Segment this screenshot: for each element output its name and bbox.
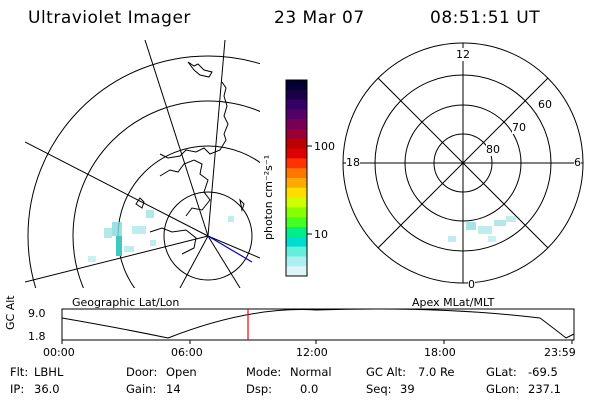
time-label: 08:51:51 UT bbox=[430, 8, 541, 28]
filter-value: LBHL bbox=[34, 365, 64, 379]
mlt-line-diag bbox=[377, 77, 549, 249]
dsp-value: 0.0 bbox=[300, 382, 319, 396]
altitude-ytick-bottom: 1.8 bbox=[28, 330, 46, 343]
mlat-label-60: 60 bbox=[538, 98, 552, 111]
seq-label: Seq: bbox=[366, 382, 392, 396]
colorbar-label-100: 100 bbox=[314, 140, 335, 153]
glon-value: 237.1 bbox=[528, 382, 561, 396]
colorbar-segment bbox=[286, 138, 307, 150]
coastline bbox=[135, 197, 145, 209]
apex-map-label: Apex MLat/MLT bbox=[412, 296, 495, 309]
colorbar-segment bbox=[286, 99, 307, 110]
filter-label: Flt: bbox=[10, 365, 29, 379]
gain-value: 14 bbox=[166, 382, 181, 396]
mlat-label-70: 70 bbox=[512, 121, 526, 134]
lat-circle bbox=[163, 191, 253, 281]
aurora-patches-geo bbox=[88, 210, 234, 262]
colorbar-segment bbox=[286, 256, 307, 267]
colorbar-segment bbox=[286, 266, 307, 277]
gain-label: Gain: bbox=[126, 382, 157, 396]
gc-alt-value: 7.0 Re bbox=[418, 365, 455, 379]
coastline bbox=[159, 81, 229, 159]
altitude-xtick: 18:00 bbox=[424, 346, 456, 359]
door-label: Door: bbox=[126, 365, 158, 379]
altitude-xtick: 00:00 bbox=[43, 346, 75, 359]
meridian-line bbox=[207, 235, 241, 288]
colorbar-segment bbox=[286, 129, 307, 140]
mlt-label-6: 6 bbox=[574, 156, 581, 169]
colorbar-segment bbox=[286, 109, 307, 120]
track-line bbox=[207, 235, 253, 263]
colorbar-segment bbox=[286, 217, 307, 228]
coastline bbox=[239, 198, 245, 212]
colorbar-segment bbox=[286, 207, 307, 218]
colorbar-segment bbox=[286, 119, 307, 130]
lat-circle bbox=[72, 100, 260, 288]
meridian-line bbox=[25, 141, 209, 237]
altitude-curve bbox=[61, 308, 575, 339]
gc-alt-label: GC Alt: bbox=[366, 365, 407, 379]
mlt-label-12: 12 bbox=[456, 48, 470, 61]
altitude-xtick: 06:00 bbox=[171, 346, 203, 359]
colorbar-segment bbox=[286, 89, 307, 101]
colorbar-segment bbox=[286, 246, 307, 257]
mode-value: Normal bbox=[290, 365, 332, 379]
ip-label: IP: bbox=[10, 382, 25, 396]
colorbar-segment bbox=[286, 148, 307, 159]
dsp-label: Dsp: bbox=[246, 382, 273, 396]
altitude-xtick: 23:59 bbox=[544, 346, 576, 359]
geo-map-label: Geographic Lat/Lon bbox=[72, 296, 180, 309]
colorbar-segment bbox=[286, 197, 307, 208]
colorbar-segment bbox=[286, 158, 307, 169]
colorbar-segment bbox=[286, 178, 307, 189]
door-value: Open bbox=[166, 365, 197, 379]
meridian-line bbox=[179, 235, 209, 288]
meridian-line bbox=[25, 235, 209, 283]
date-label: 23 Mar 07 bbox=[274, 8, 365, 28]
coastline bbox=[159, 159, 211, 217]
colorbar-label-10: 10 bbox=[314, 228, 328, 241]
altitude-ylabel: GC Alt bbox=[4, 295, 17, 330]
glat-value: -69.5 bbox=[528, 365, 558, 379]
colorbar-segment bbox=[286, 227, 307, 238]
aurora-patches-apex bbox=[448, 216, 516, 242]
mlt-label-0: 0 bbox=[468, 278, 475, 291]
mode-label: Mode: bbox=[246, 365, 282, 379]
mlt-label-18: 18 bbox=[346, 156, 360, 169]
lat-circle bbox=[27, 55, 260, 288]
mlat-label-80: 80 bbox=[486, 143, 500, 156]
glat-label: GLat: bbox=[486, 365, 517, 379]
meridian-line bbox=[207, 235, 260, 259]
colorbar-segment bbox=[286, 187, 307, 199]
colorbar-segment bbox=[286, 80, 307, 91]
meridian-line bbox=[144, 40, 209, 237]
colorbar-segment bbox=[286, 168, 307, 179]
altitude-xtick: 12:00 bbox=[296, 346, 328, 359]
instrument-title: Ultraviolet Imager bbox=[28, 8, 191, 28]
ip-value: 36.0 bbox=[34, 382, 60, 396]
seq-value: 39 bbox=[400, 382, 415, 396]
colorbar-segment bbox=[286, 236, 307, 248]
meridian-line bbox=[207, 40, 226, 237]
coastline bbox=[187, 61, 213, 78]
altitude-ytick-top: 9.0 bbox=[28, 307, 46, 320]
coastline bbox=[149, 227, 197, 255]
glon-label: GLon: bbox=[486, 382, 520, 396]
